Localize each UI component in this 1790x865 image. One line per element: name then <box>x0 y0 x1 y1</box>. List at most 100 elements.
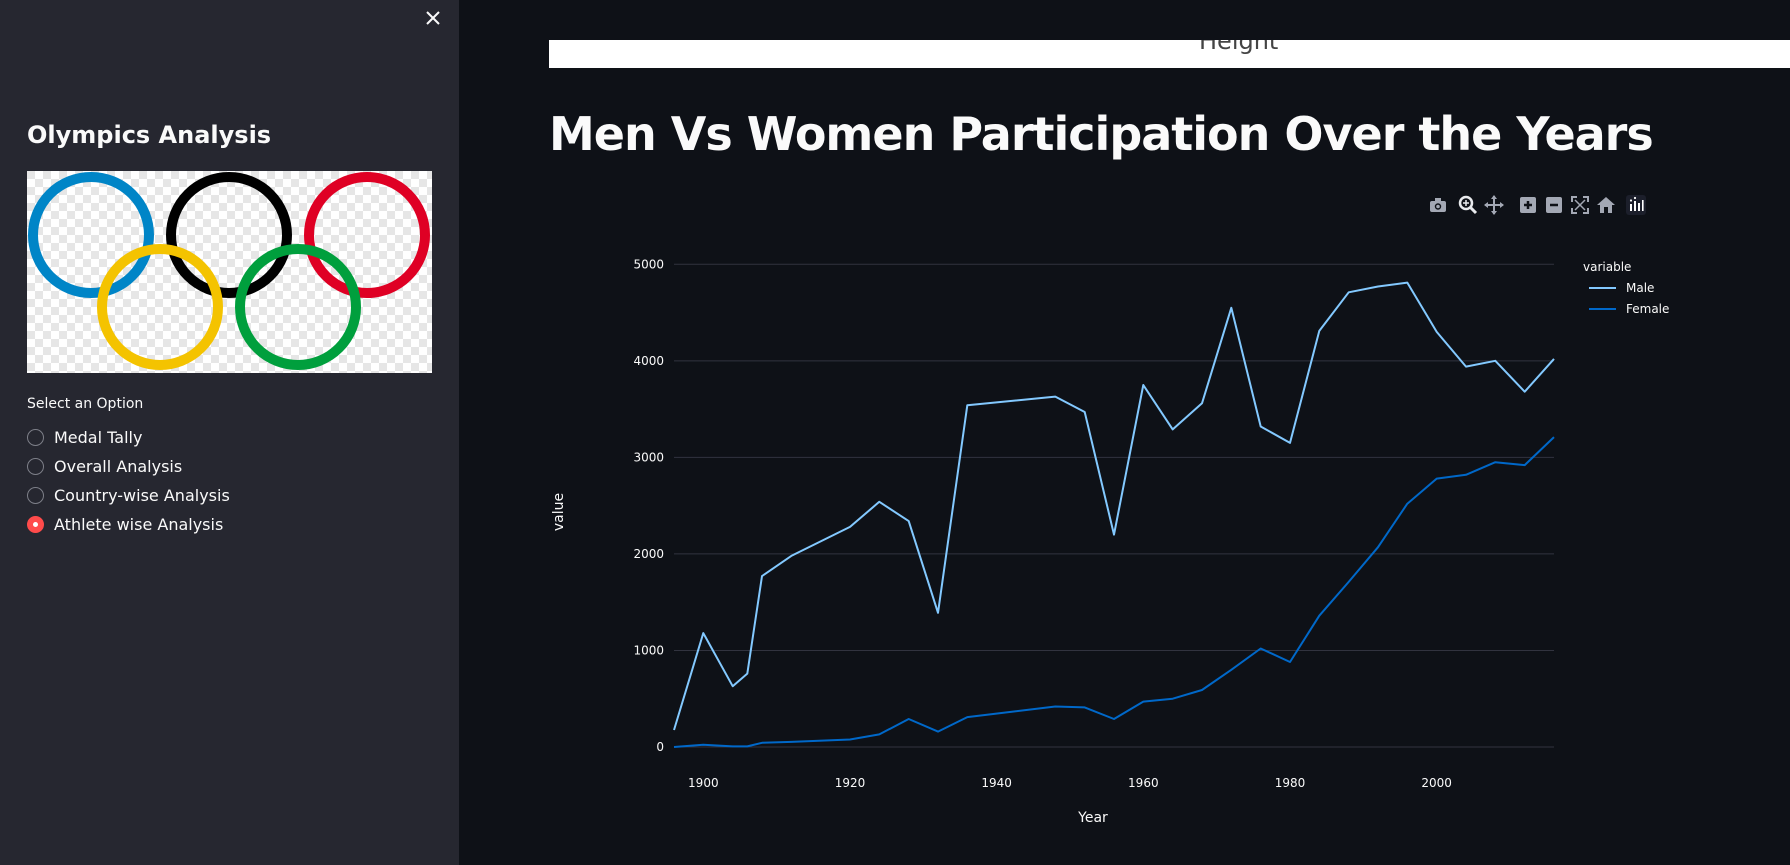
data-point-male[interactable] <box>730 683 736 689</box>
y-tick-label: 3000 <box>633 450 664 464</box>
olympic-rings-logo <box>27 171 432 373</box>
x-axis-title: Year <box>1077 810 1108 826</box>
radio-overall-analysis[interactable]: Overall Analysis <box>27 454 182 478</box>
data-point-female[interactable] <box>1404 501 1410 507</box>
autoscale-button[interactable] <box>1569 194 1591 216</box>
data-point-female[interactable] <box>1463 472 1469 478</box>
data-point-male[interactable] <box>1434 329 1440 335</box>
data-point-male[interactable] <box>1140 382 1146 388</box>
data-point-female[interactable] <box>1199 687 1205 693</box>
data-point-female[interactable] <box>1346 579 1352 585</box>
camera-icon <box>1430 198 1446 212</box>
data-point-male[interactable] <box>935 610 941 616</box>
data-point-female[interactable] <box>744 743 750 749</box>
data-point-male[interactable] <box>1258 423 1264 429</box>
data-point-male[interactable] <box>1228 305 1234 311</box>
zoom-out-button[interactable] <box>1543 194 1565 216</box>
data-point-female[interactable] <box>671 744 677 750</box>
x-tick-label: 1980 <box>1275 776 1306 790</box>
data-point-male[interactable] <box>847 524 853 530</box>
data-point-male[interactable] <box>744 671 750 677</box>
radio-circle[interactable] <box>27 486 44 504</box>
data-point-male[interactable] <box>1287 440 1293 446</box>
data-point-male[interactable] <box>906 518 912 524</box>
data-point-male[interactable] <box>1170 426 1176 432</box>
reset-axes-icon <box>1597 197 1615 213</box>
data-point-male[interactable] <box>1463 364 1469 370</box>
data-point-male[interactable] <box>1316 328 1322 334</box>
data-point-male[interactable] <box>1199 400 1205 406</box>
radio-circle[interactable] <box>27 428 44 446</box>
data-point-female[interactable] <box>964 714 970 720</box>
data-point-male[interactable] <box>1346 289 1352 295</box>
data-point-female[interactable] <box>876 731 882 737</box>
data-point-female[interactable] <box>788 739 794 745</box>
previous-chart-fragment: Height <box>549 40 1790 68</box>
data-point-male[interactable] <box>1082 409 1088 415</box>
zoom-in-icon <box>1520 197 1536 213</box>
data-point-male[interactable] <box>788 553 794 559</box>
data-point-female[interactable] <box>730 743 736 749</box>
data-point-female[interactable] <box>1316 613 1322 619</box>
data-point-female[interactable] <box>1551 434 1557 440</box>
data-point-male[interactable] <box>1052 394 1058 400</box>
radio-circle[interactable] <box>27 457 44 475</box>
data-point-female[interactable] <box>1140 699 1146 705</box>
data-point-male[interactable] <box>1522 389 1528 395</box>
data-point-female[interactable] <box>700 742 706 748</box>
close-sidebar-button[interactable] <box>421 6 445 30</box>
radio-country-wise-analysis[interactable]: Country-wise Analysis <box>27 483 230 507</box>
data-point-female[interactable] <box>1111 716 1117 722</box>
zoom-button[interactable] <box>1457 194 1479 216</box>
legend-item-female[interactable]: Female <box>1589 302 1669 316</box>
data-point-female[interactable] <box>1434 476 1440 482</box>
previous-chart-title: Height <box>1199 40 1279 55</box>
data-point-male[interactable] <box>671 727 677 733</box>
main-content: Height Men Vs Women Participation Over t… <box>459 0 1790 865</box>
data-point-female[interactable] <box>906 716 912 722</box>
data-point-female[interactable] <box>1228 667 1234 673</box>
data-point-male[interactable] <box>876 499 882 505</box>
data-point-female[interactable] <box>1287 659 1293 665</box>
pan-button[interactable] <box>1483 194 1505 216</box>
data-point-female[interactable] <box>1082 704 1088 710</box>
plotly-logo-button[interactable] <box>1625 194 1647 216</box>
data-point-female[interactable] <box>1522 462 1528 468</box>
data-point-male[interactable] <box>1375 284 1381 290</box>
series-line-male <box>673 281 1555 731</box>
radio-medal-tally[interactable]: Medal Tally <box>27 425 142 449</box>
data-point-male[interactable] <box>1551 356 1557 362</box>
radio-label: Country-wise Analysis <box>54 485 230 505</box>
zoom-in-button[interactable] <box>1517 194 1539 216</box>
data-point-female[interactable] <box>847 736 853 742</box>
download-plot-button[interactable] <box>1427 194 1449 216</box>
radio-label: Medal Tally <box>54 427 143 447</box>
legend-item-male[interactable]: Male <box>1589 281 1654 295</box>
y-tick-label: 0 <box>656 740 664 754</box>
data-point-female[interactable] <box>1170 696 1176 702</box>
radio-circle-selected[interactable] <box>27 515 44 533</box>
x-tick-label: 1900 <box>688 776 719 790</box>
data-point-male[interactable] <box>759 573 765 579</box>
data-point-female[interactable] <box>1052 703 1058 709</box>
data-point-male[interactable] <box>1111 532 1117 538</box>
data-point-male[interactable] <box>1492 358 1498 364</box>
data-point-female[interactable] <box>1375 544 1381 550</box>
y-tick-label: 1000 <box>633 643 664 657</box>
x-tick-labels: 1900 1920 1940 1960 1980 2000 <box>688 776 1452 790</box>
data-point-female[interactable] <box>1258 646 1264 652</box>
x-tick-label: 1940 <box>981 776 1012 790</box>
data-point-male[interactable] <box>700 630 706 636</box>
data-point-female[interactable] <box>1492 459 1498 465</box>
data-point-female[interactable] <box>759 740 765 746</box>
legend-label-female: Female <box>1626 302 1669 316</box>
data-point-male[interactable] <box>964 402 970 408</box>
reset-axes-button[interactable] <box>1595 194 1617 216</box>
radio-athlete-wise-analysis[interactable]: Athlete wise Analysis <box>27 512 223 536</box>
radio-label: Athlete wise Analysis <box>54 514 224 534</box>
y-tick-label: 4000 <box>633 354 664 368</box>
legend[interactable]: variable Male Female <box>1583 260 1669 316</box>
data-point-male[interactable] <box>1404 280 1410 286</box>
data-point-female[interactable] <box>935 729 941 735</box>
